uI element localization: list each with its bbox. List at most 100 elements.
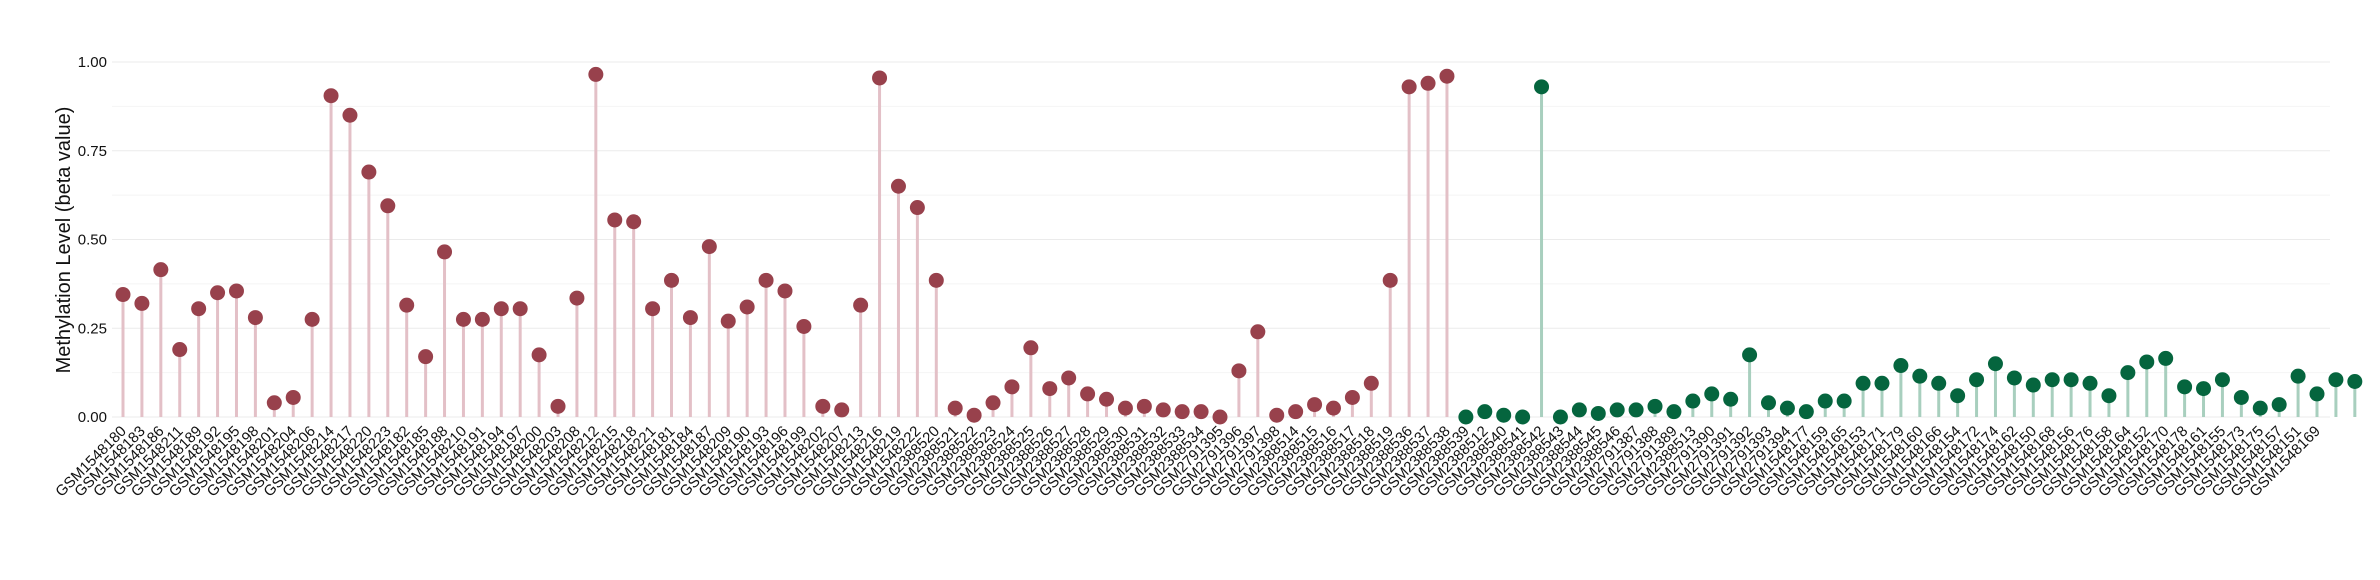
data-point <box>720 313 736 329</box>
data-point <box>1231 363 1247 379</box>
data-point <box>455 311 471 327</box>
data-point <box>304 311 320 327</box>
data-point <box>1136 398 1152 414</box>
y-axis: 0.00 0.25 0.50 0.75 1.00 <box>78 54 107 426</box>
data-point <box>1174 404 1190 420</box>
data-point <box>1117 400 1133 416</box>
data-point <box>1779 400 1795 416</box>
data-point <box>739 299 755 315</box>
data-point <box>2120 365 2136 381</box>
data-point <box>1458 409 1474 425</box>
data-point <box>796 318 812 334</box>
data-point <box>947 400 963 416</box>
data-point <box>2082 375 2098 391</box>
data-point <box>1704 386 1720 402</box>
data-point <box>115 287 131 303</box>
data-point <box>1685 393 1701 409</box>
data-point <box>2196 381 2212 397</box>
data-point <box>2006 370 2022 386</box>
data-point <box>2177 379 2193 395</box>
data-point <box>890 178 906 194</box>
y-tick-label: 0.25 <box>78 320 107 337</box>
lollipop-points <box>115 66 2363 425</box>
data-point <box>1742 347 1758 363</box>
data-point <box>1099 391 1115 407</box>
data-point <box>323 88 339 104</box>
data-point <box>1987 356 2003 372</box>
data-point <box>872 70 888 86</box>
data-point <box>153 262 169 278</box>
data-point <box>342 107 358 123</box>
data-point <box>777 283 793 299</box>
data-point <box>1836 393 1852 409</box>
data-point <box>588 66 604 82</box>
y-axis-label: Methylation Level (beta value) <box>53 107 75 374</box>
data-point <box>1477 404 1493 420</box>
data-point <box>2252 400 2268 416</box>
data-point <box>531 347 547 363</box>
data-point <box>2290 368 2306 384</box>
data-point <box>1193 404 1209 420</box>
data-point <box>1420 75 1436 91</box>
y-tick-label: 0.75 <box>78 143 107 160</box>
data-point <box>2214 372 2230 388</box>
data-point <box>512 301 528 317</box>
data-point <box>1061 370 1077 386</box>
data-point <box>418 349 434 365</box>
data-point <box>1723 391 1739 407</box>
data-point <box>2158 350 2174 366</box>
data-point <box>1571 402 1587 418</box>
data-point <box>758 272 774 288</box>
data-point <box>1647 398 1663 414</box>
data-point <box>1798 404 1814 420</box>
data-point <box>1363 375 1379 391</box>
data-point <box>1628 402 1644 418</box>
data-point <box>2101 388 2117 404</box>
data-point <box>1212 409 1228 425</box>
data-point <box>1590 405 1606 421</box>
data-point <box>1950 388 1966 404</box>
data-point <box>474 311 490 327</box>
data-point <box>437 244 453 260</box>
data-point <box>493 301 509 317</box>
data-point <box>1515 409 1531 425</box>
y-tick-label: 0.50 <box>78 232 107 249</box>
data-point <box>1931 375 1947 391</box>
data-point <box>1496 407 1512 423</box>
y-tick-label: 1.00 <box>78 54 107 71</box>
data-point <box>664 272 679 288</box>
data-point <box>1893 358 1909 374</box>
data-point <box>1552 409 1568 425</box>
data-point <box>2139 354 2155 370</box>
data-point <box>909 200 925 216</box>
data-point <box>1761 395 1776 411</box>
data-point <box>1874 375 1890 391</box>
data-point <box>853 297 869 313</box>
data-point <box>247 310 263 326</box>
data-point <box>1080 386 1096 402</box>
data-point <box>1023 340 1039 356</box>
data-point <box>1534 79 1550 95</box>
data-point <box>701 239 717 255</box>
data-point <box>550 398 566 414</box>
data-point <box>1382 272 1398 288</box>
data-point <box>1609 402 1625 418</box>
data-point <box>361 164 377 180</box>
data-point <box>2271 397 2287 413</box>
data-point <box>834 402 850 418</box>
data-point <box>399 297 415 313</box>
data-point <box>191 301 207 317</box>
data-point <box>2309 386 2325 402</box>
data-point <box>1042 381 1058 397</box>
data-point <box>2063 372 2079 388</box>
data-point <box>1004 379 1020 395</box>
y-tick-label: 0.00 <box>78 409 107 426</box>
data-point <box>1401 79 1417 95</box>
data-point <box>2347 374 2363 389</box>
data-point <box>1666 404 1682 420</box>
data-point <box>2025 377 2041 393</box>
data-point <box>380 198 396 214</box>
data-point <box>1269 407 1285 423</box>
data-point <box>1439 68 1455 84</box>
data-point <box>682 310 698 326</box>
